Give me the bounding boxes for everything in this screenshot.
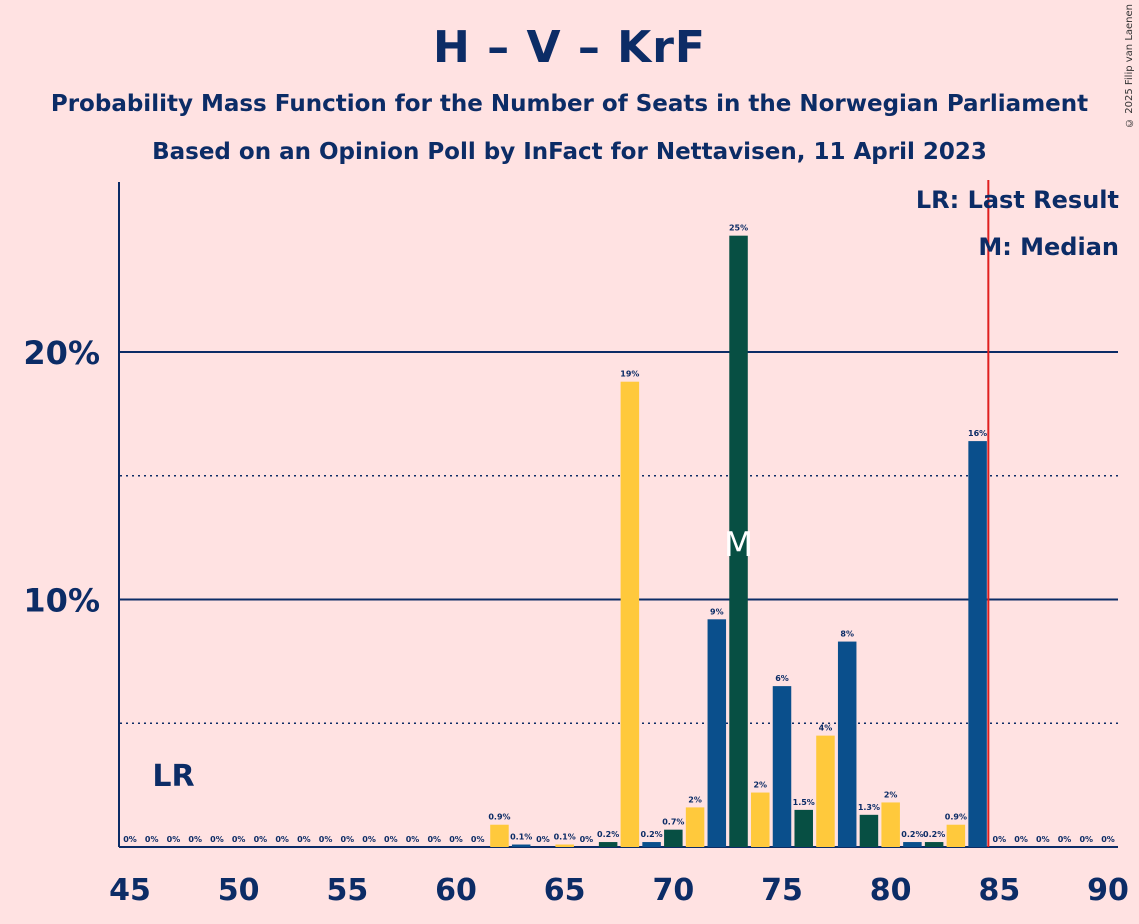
bar-label-seat-90: 0% — [1101, 835, 1115, 844]
bar-label-seat-88: 0% — [1058, 835, 1072, 844]
bar-seat-77 — [816, 735, 835, 847]
median-marker: M — [724, 525, 753, 565]
bar-seat-70 — [664, 829, 683, 847]
chart-title: H – V – KrF — [432, 22, 706, 73]
chart-subtitle-2: Based on an Opinion Poll by InFact for N… — [152, 139, 987, 165]
bar-label-seat-51: 0% — [254, 835, 268, 844]
bar-label-seat-78: 8% — [840, 630, 854, 639]
bar-label-seat-84: 16% — [968, 429, 987, 438]
x-tick-label-90: 90 — [1087, 873, 1129, 908]
chart-subtitle-1: Probability Mass Function for the Number… — [50, 91, 1089, 117]
x-tick-label-80: 80 — [870, 873, 912, 908]
bar-label-seat-72: 9% — [710, 607, 724, 616]
bar-seat-62 — [490, 824, 509, 847]
bar-seat-75 — [772, 686, 792, 847]
bar-label-seat-81: 0.2% — [901, 830, 923, 839]
bar-label-seat-74: 2% — [753, 781, 767, 790]
bar-label-seat-60: 0% — [449, 835, 463, 844]
bar-seat-69 — [642, 842, 661, 847]
bar-label-seat-45: 0% — [123, 835, 137, 844]
bar-label-seat-66: 0% — [580, 835, 594, 844]
bar-label-seat-46: 0% — [145, 835, 159, 844]
bar-label-seat-82: 0.2% — [923, 830, 945, 839]
y-tick-label-20: 20% — [23, 334, 100, 372]
bar-label-seat-56: 0% — [362, 835, 376, 844]
bar-seat-82 — [924, 842, 944, 847]
bar-seat-79 — [859, 814, 879, 847]
bar-seat-72 — [707, 619, 727, 847]
bar-label-seat-89: 0% — [1079, 835, 1093, 844]
bar-label-seat-53: 0% — [297, 835, 311, 844]
x-tick-label-50: 50 — [218, 873, 260, 908]
bar-label-seat-54: 0% — [319, 835, 333, 844]
x-tick-label-70: 70 — [652, 873, 694, 908]
bar-label-seat-65: 0.1% — [554, 833, 576, 842]
bar-label-seat-75: 6% — [775, 674, 789, 683]
x-tick-label-55: 55 — [326, 873, 368, 908]
bar-label-seat-73: 25% — [729, 224, 748, 233]
bar-label-seat-67: 0.2% — [597, 830, 619, 839]
bar-seat-84 — [968, 441, 987, 847]
bar-label-seat-62: 0.9% — [488, 813, 510, 822]
bar-label-seat-58: 0% — [406, 835, 420, 844]
bar-label-seat-83: 0.9% — [945, 813, 967, 822]
bar-seat-63 — [511, 844, 531, 847]
bar-label-seat-70: 0.7% — [662, 818, 684, 827]
bar-label-seat-69: 0.2% — [641, 830, 663, 839]
bar-label-seat-76: 1.5% — [793, 798, 815, 807]
bar-seat-71 — [685, 807, 705, 847]
bar-seat-68 — [620, 381, 640, 847]
bar-label-seat-48: 0% — [188, 835, 202, 844]
bar-label-seat-50: 0% — [232, 835, 246, 844]
bar-label-seat-59: 0% — [427, 835, 441, 844]
bar-label-seat-85: 0% — [993, 835, 1007, 844]
legend-last-result: LR: Last Result — [915, 186, 1119, 214]
bar-label-seat-55: 0% — [341, 835, 355, 844]
bar-label-seat-61: 0% — [471, 835, 485, 844]
bar-label-seat-52: 0% — [275, 835, 289, 844]
bar-seat-67 — [598, 842, 618, 847]
bar-label-seat-86: 0% — [1014, 835, 1028, 844]
bar-label-seat-77: 4% — [819, 724, 833, 733]
bar-label-seat-49: 0% — [210, 835, 224, 844]
bar-label-seat-71: 2% — [688, 795, 702, 804]
legend-median: M: Median — [978, 233, 1119, 261]
bar-seat-81 — [903, 842, 922, 847]
bar-label-seat-64: 0% — [536, 835, 550, 844]
bar-label-seat-79: 1.3% — [858, 803, 880, 812]
x-tick-label-45: 45 — [109, 873, 151, 908]
bar-label-seat-63: 0.1% — [510, 833, 532, 842]
bar-seat-78 — [837, 641, 857, 847]
x-tick-label-75: 75 — [761, 873, 803, 908]
bar-label-seat-47: 0% — [167, 835, 181, 844]
bar-label-seat-80: 2% — [884, 790, 898, 799]
bar-seat-65 — [555, 844, 574, 847]
x-tick-label-60: 60 — [435, 873, 477, 908]
bar-seat-83 — [946, 824, 966, 847]
bar-label-seat-68: 19% — [620, 370, 639, 379]
bar-seat-73 — [729, 235, 748, 848]
bar-label-seat-87: 0% — [1036, 835, 1050, 844]
x-tick-label-65: 65 — [544, 873, 586, 908]
bar-seat-74 — [751, 792, 770, 847]
x-tick-label-85: 85 — [978, 873, 1020, 908]
bar-label-seat-57: 0% — [384, 835, 398, 844]
bar-seat-80 — [881, 802, 900, 847]
bar-seat-76 — [794, 809, 813, 847]
last-result-marker: LR — [152, 759, 194, 794]
y-tick-label-10: 10% — [23, 582, 100, 620]
